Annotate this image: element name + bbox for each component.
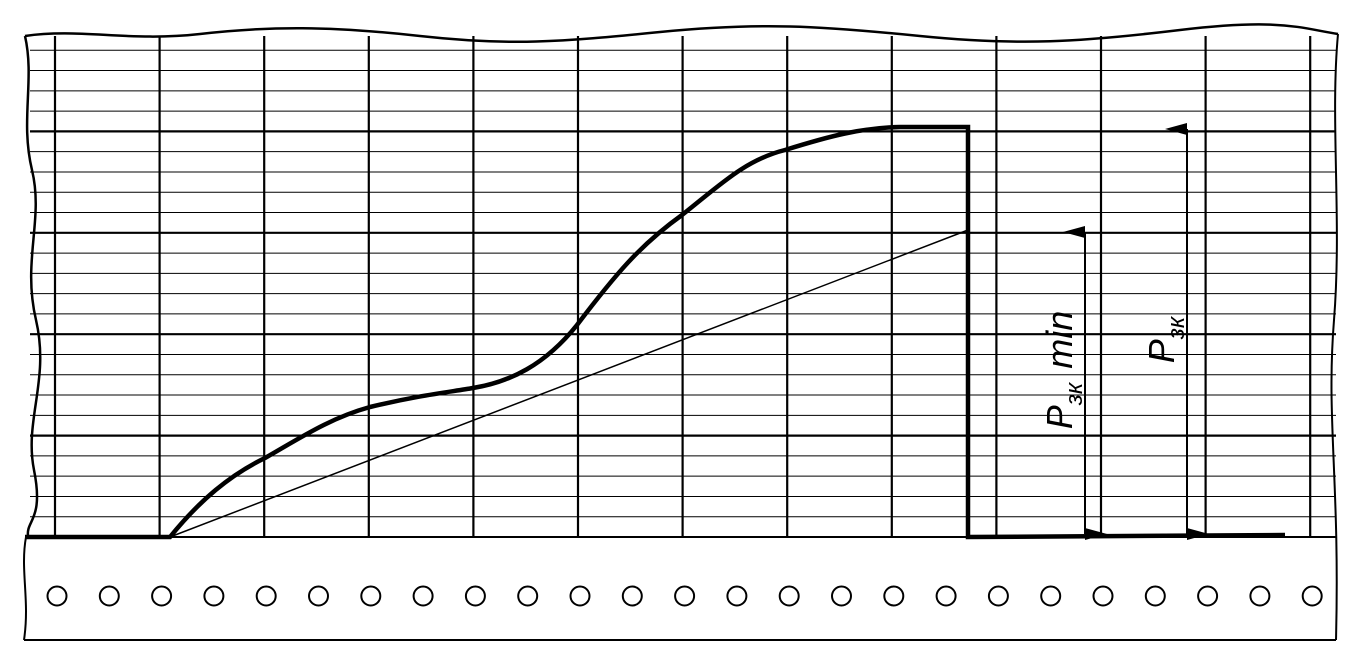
label-p: Pзк <box>1141 315 1190 363</box>
hole <box>308 585 329 607</box>
label-main: P <box>1039 405 1080 429</box>
paper-right-edge <box>1330 33 1339 641</box>
hole <box>151 585 173 607</box>
hole <box>621 585 643 607</box>
hole <box>726 585 748 607</box>
hole <box>255 585 277 607</box>
hole <box>1249 585 1271 607</box>
hole <box>1040 585 1062 607</box>
hole <box>674 585 696 607</box>
strip-left-edge <box>23 536 27 641</box>
hole <box>1301 585 1323 607</box>
recorded-curve <box>25 124 1286 540</box>
hole <box>569 585 591 607</box>
hole <box>46 585 68 607</box>
label-sub: зк <box>1163 315 1190 340</box>
hole <box>98 585 120 607</box>
perforation <box>46 585 1323 607</box>
hole <box>778 585 800 607</box>
hole <box>360 585 382 607</box>
hole <box>831 585 852 607</box>
grid <box>30 36 1336 537</box>
hole <box>203 585 225 607</box>
paper-left-edge <box>23 35 42 537</box>
label-suffix: min <box>1039 311 1080 369</box>
hole <box>1144 585 1166 607</box>
reference-line <box>169 229 969 538</box>
label-main: P <box>1141 339 1182 363</box>
label-p-min: Pзк min <box>1039 311 1088 430</box>
hole <box>987 585 1009 607</box>
hole <box>935 585 957 607</box>
hole <box>883 585 905 607</box>
hole <box>412 585 434 607</box>
paper-top-edge <box>24 23 1339 44</box>
hole <box>517 585 539 607</box>
hole <box>464 585 486 607</box>
label-sub: зк <box>1061 381 1088 406</box>
hole <box>1092 585 1114 607</box>
hole <box>1197 585 1219 607</box>
